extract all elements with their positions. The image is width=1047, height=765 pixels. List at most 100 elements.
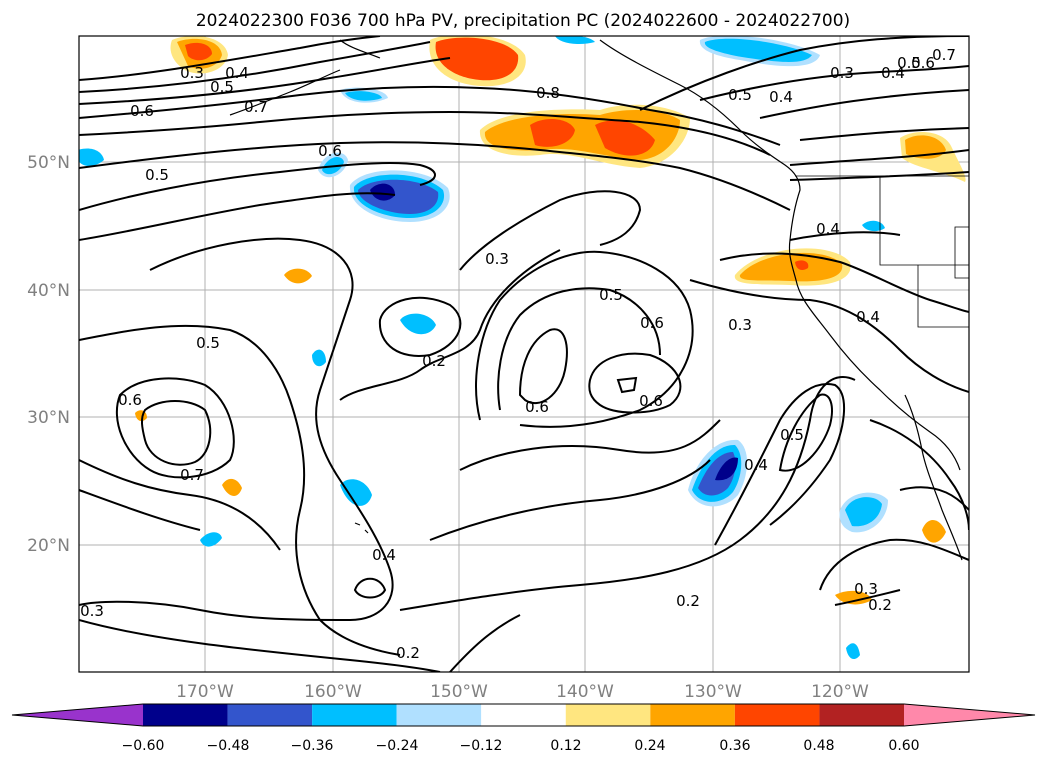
- contour-label: 0.5: [728, 86, 752, 104]
- colorbar-ticks: −0.60 −0.48 −0.36 −0.24 −0.12 0.12 0.24 …: [122, 738, 920, 754]
- contour-line-5: [79, 110, 771, 156]
- contour-label: 0.5: [780, 426, 804, 444]
- lat-label-40n: 40°N: [27, 281, 70, 301]
- contour-line-19: [79, 324, 401, 656]
- contour-label: 0.2: [676, 592, 700, 610]
- contour-label: 0.7: [180, 466, 204, 484]
- contour-label: 0.6: [911, 54, 935, 72]
- lon-label-160w: 160°W: [304, 682, 362, 702]
- contour-line-25: [459, 419, 721, 471]
- coastline-aleutians: [229, 69, 341, 116]
- colorbar-tick-label: 0.24: [634, 738, 665, 754]
- contour-label: 0.4: [856, 308, 880, 326]
- contour-line-32: [834, 589, 901, 606]
- colorbar-tick-label: 0.60: [888, 738, 919, 754]
- contour-label: 0.2: [422, 352, 446, 370]
- colorbar-tick-label: 0.12: [550, 738, 581, 754]
- precip-negative-interior: [862, 220, 885, 232]
- precip-negative-mexico-coast: [839, 492, 888, 533]
- colorbar-tick-label: 0.48: [803, 738, 834, 754]
- colorbar-segment: [312, 704, 397, 726]
- contour-loop-mid-right: [588, 352, 682, 414]
- colorbar-segment: [396, 704, 482, 726]
- precip-negative-far-south: [846, 643, 860, 660]
- contour-label: 0.5: [196, 334, 220, 352]
- precip-positive-south: [835, 590, 872, 605]
- colorbar-segment: [143, 704, 228, 726]
- contour-label: 0.4: [816, 220, 840, 238]
- colorbar-outline: [11, 703, 1036, 727]
- colorbar-segment: [227, 704, 313, 726]
- contour-line-13: [789, 149, 969, 166]
- contour-line-23: [459, 190, 642, 271]
- contour-label: 0.4: [769, 88, 793, 106]
- contour-loop-south: [353, 577, 387, 599]
- lon-label-140w: 140°W: [556, 682, 614, 702]
- contour-label: 0.3: [80, 602, 104, 620]
- colorbar-extend-low: [12, 704, 143, 726]
- precip-negative-subtropical: [688, 439, 748, 507]
- contour-label: 0.2: [396, 644, 420, 662]
- precip-positive-bering: [170, 36, 228, 74]
- contour-line-21: [79, 489, 201, 531]
- contour-line-27: [399, 375, 856, 611]
- border-states-2: [917, 265, 969, 328]
- contour-label: 0.5: [599, 286, 623, 304]
- colorbar-segment: [734, 704, 820, 726]
- contour-label: 0.4: [881, 64, 905, 82]
- lon-label-170w: 170°W: [176, 682, 234, 702]
- precip-negative-small-top: [555, 36, 595, 44]
- map-frame-border: [78, 35, 970, 673]
- precip-negative-north-pacific: [699, 36, 820, 67]
- contour-label: 0.6: [525, 398, 549, 416]
- lon-label-120w: 120°W: [811, 682, 869, 702]
- precip-negative-mid: [400, 313, 436, 335]
- contour-line-15: [789, 231, 901, 241]
- precip-positive-mexico: [922, 520, 946, 543]
- contour-line-26: [429, 459, 711, 541]
- precip-negative-small-2: [200, 532, 222, 547]
- contour-line-30: [899, 486, 969, 511]
- precip-positive-small-2: [222, 478, 242, 496]
- contour-line-10: [699, 65, 969, 101]
- precip-positive-north-band: [479, 104, 690, 168]
- contour-loop-mid-left: [518, 328, 568, 405]
- contour-label: 0.6: [639, 392, 663, 410]
- contour-label: 0.4: [744, 456, 768, 474]
- contour-line-33: [79, 619, 441, 672]
- lat-label-20n: 20°N: [27, 536, 70, 556]
- contour-label: 0.5: [145, 166, 169, 184]
- contour-label: 0.6: [640, 314, 664, 332]
- contour-label: 0.3: [728, 316, 752, 334]
- contour-labels: 0.3 0.4 0.5 0.6 0.7 0.8 0.5 0.4 0.3 0.4 …: [80, 46, 956, 662]
- contour-loop-mid-tiny: [616, 376, 638, 394]
- map-title: 2024022300 F036 700 hPa PV, precipitatio…: [196, 11, 850, 31]
- pv-contours: [79, 36, 969, 672]
- colorbar-tick-label: −0.60: [122, 738, 165, 754]
- contour-line-4: [79, 85, 781, 146]
- contour-label: 0.6: [118, 391, 142, 409]
- contour-label: 0.2: [868, 596, 892, 614]
- colorbar-tick-label: −0.48: [207, 738, 250, 754]
- contour-label: 0.6: [130, 102, 154, 120]
- precip-negative-aleutian-core: [345, 91, 382, 101]
- contour-line-6: [79, 141, 791, 211]
- contour-line-7: [79, 162, 436, 211]
- contour-loop-mid-low: [378, 296, 462, 357]
- contour-loop-west-core: [141, 400, 212, 466]
- contour-label: 0.5: [210, 78, 234, 96]
- colorbar-tick-label: 0.36: [719, 738, 750, 754]
- lon-label-130w: 130°W: [684, 682, 742, 702]
- contour-label: 0.5: [897, 54, 921, 72]
- precip-positive-small-1: [284, 268, 312, 284]
- contour-label: 0.7: [244, 98, 268, 116]
- contour-label: 0.3: [485, 250, 509, 268]
- contour-label: 0.7: [932, 46, 956, 64]
- precip-positive-gulf-alaska: [429, 36, 526, 87]
- lat-label-30n: 30°N: [27, 408, 70, 428]
- contour-line-28: [714, 383, 846, 546]
- contour-line-22: [339, 249, 561, 401]
- contour-line-17: [689, 279, 969, 393]
- colorbar: −0.60 −0.48 −0.36 −0.24 −0.12 0.12 0.24 …: [11, 703, 1036, 754]
